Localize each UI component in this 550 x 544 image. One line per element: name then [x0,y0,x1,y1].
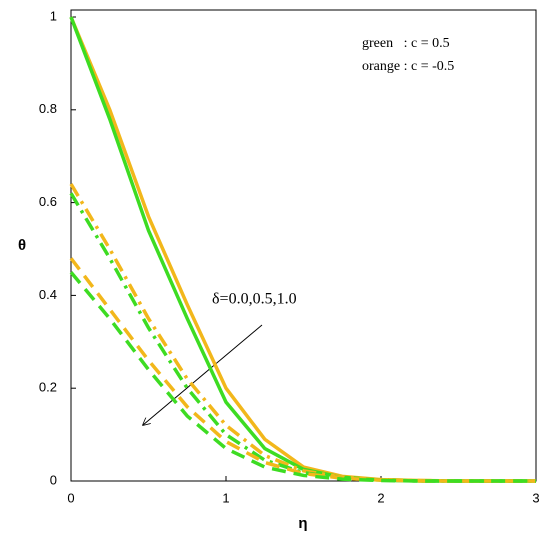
line [69,271,536,483]
x-axis-label: η [298,515,307,532]
x-tick-label: 0 [67,490,74,505]
line [69,183,536,483]
y-tick-label: 0.4 [39,287,57,302]
y-axis-label: θ [18,237,26,254]
y-tick-label: 0 [50,472,57,487]
y-tick-label: 0.2 [39,380,57,395]
x-tick-label: 3 [532,490,539,505]
line [69,257,536,483]
line [69,192,536,483]
x-tick-label: 2 [377,490,384,505]
line [69,16,536,483]
y-tick-label: 0.8 [39,101,57,116]
y-tick-label: 1 [50,8,57,23]
x-tick-label: 1 [222,490,229,505]
annotation: orange : c = -0.5 [362,59,454,74]
annotation: green : c = 0.5 [362,36,450,51]
y-tick-label: 0.6 [39,194,57,209]
plot-frame [70,9,537,482]
annotation: δ=0.0,0.5,1.0 [212,291,297,308]
arrow [143,324,263,425]
line [69,16,536,483]
